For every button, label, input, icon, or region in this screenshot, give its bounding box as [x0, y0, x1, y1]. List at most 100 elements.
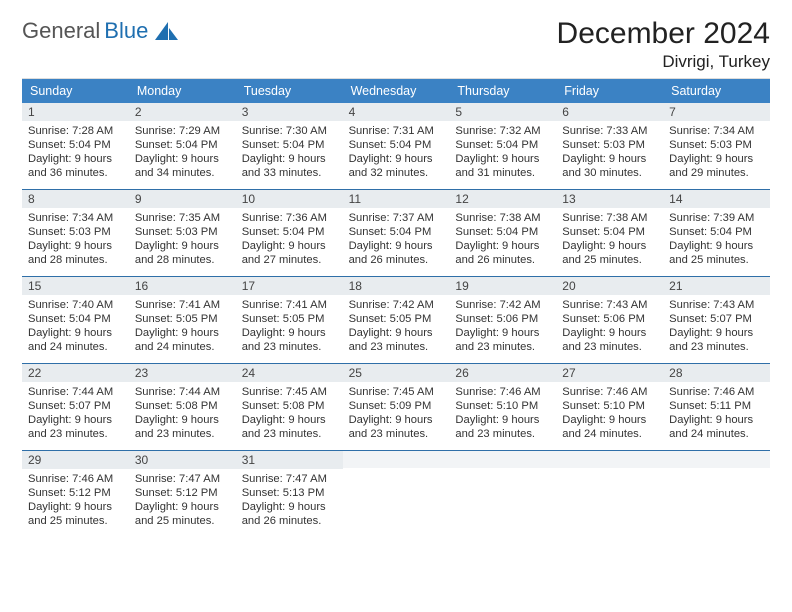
day-body: Sunrise: 7:36 AMSunset: 5:04 PMDaylight:… [236, 208, 343, 272]
day-number: 3 [236, 103, 343, 121]
sunset-line: Sunset: 5:05 PM [242, 312, 337, 326]
title-block: December 2024 Divrigi, Turkey [557, 18, 770, 72]
day-cell: 30Sunrise: 7:47 AMSunset: 5:12 PMDayligh… [129, 451, 236, 537]
day-body: Sunrise: 7:35 AMSunset: 5:03 PMDaylight:… [129, 208, 236, 272]
daylight-line: Daylight: 9 hours and 23 minutes. [455, 413, 550, 442]
sunset-line: Sunset: 5:04 PM [349, 225, 444, 239]
day-cell: 5Sunrise: 7:32 AMSunset: 5:04 PMDaylight… [449, 103, 556, 189]
day-body: Sunrise: 7:31 AMSunset: 5:04 PMDaylight:… [343, 121, 450, 185]
sunset-line: Sunset: 5:12 PM [28, 486, 123, 500]
brand-word-1: General [22, 18, 100, 44]
day-number: 20 [556, 277, 663, 295]
sunset-line: Sunset: 5:10 PM [562, 399, 657, 413]
sunrise-line: Sunrise: 7:28 AM [28, 124, 123, 138]
week-row: 8Sunrise: 7:34 AMSunset: 5:03 PMDaylight… [22, 189, 770, 276]
sunset-line: Sunset: 5:03 PM [562, 138, 657, 152]
day-cell: 16Sunrise: 7:41 AMSunset: 5:05 PMDayligh… [129, 277, 236, 363]
day-body: Sunrise: 7:44 AMSunset: 5:08 PMDaylight:… [129, 382, 236, 446]
day-of-week-header: SundayMondayTuesdayWednesdayThursdayFrid… [22, 79, 770, 103]
header: GeneralBlue December 2024 Divrigi, Turke… [22, 18, 770, 72]
sunset-line: Sunset: 5:04 PM [349, 138, 444, 152]
daylight-line: Daylight: 9 hours and 36 minutes. [28, 152, 123, 181]
day-number: 26 [449, 364, 556, 382]
daylight-line: Daylight: 9 hours and 32 minutes. [349, 152, 444, 181]
sunrise-line: Sunrise: 7:47 AM [135, 472, 230, 486]
daylight-line: Daylight: 9 hours and 23 minutes. [135, 413, 230, 442]
day-number: 29 [22, 451, 129, 469]
brand-word-2: Blue [104, 18, 148, 44]
sunrise-line: Sunrise: 7:39 AM [669, 211, 764, 225]
day-body: Sunrise: 7:33 AMSunset: 5:03 PMDaylight:… [556, 121, 663, 185]
day-cell: 20Sunrise: 7:43 AMSunset: 5:06 PMDayligh… [556, 277, 663, 363]
day-cell: 11Sunrise: 7:37 AMSunset: 5:04 PMDayligh… [343, 190, 450, 276]
day-number [663, 451, 770, 468]
calendar: SundayMondayTuesdayWednesdayThursdayFrid… [22, 78, 770, 603]
day-cell: 25Sunrise: 7:45 AMSunset: 5:09 PMDayligh… [343, 364, 450, 450]
day-number: 2 [129, 103, 236, 121]
day-number: 13 [556, 190, 663, 208]
day-body: Sunrise: 7:40 AMSunset: 5:04 PMDaylight:… [22, 295, 129, 359]
sunrise-line: Sunrise: 7:38 AM [455, 211, 550, 225]
daylight-line: Daylight: 9 hours and 24 minutes. [28, 326, 123, 355]
day-body: Sunrise: 7:45 AMSunset: 5:09 PMDaylight:… [343, 382, 450, 446]
day-cell: 17Sunrise: 7:41 AMSunset: 5:05 PMDayligh… [236, 277, 343, 363]
day-cell: 3Sunrise: 7:30 AMSunset: 5:04 PMDaylight… [236, 103, 343, 189]
day-cell: 13Sunrise: 7:38 AMSunset: 5:04 PMDayligh… [556, 190, 663, 276]
day-number: 24 [236, 364, 343, 382]
day-number: 19 [449, 277, 556, 295]
sunrise-line: Sunrise: 7:47 AM [242, 472, 337, 486]
daylight-line: Daylight: 9 hours and 23 minutes. [242, 326, 337, 355]
daylight-line: Daylight: 9 hours and 23 minutes. [562, 326, 657, 355]
dow-cell: Thursday [449, 79, 556, 103]
sunset-line: Sunset: 5:04 PM [455, 138, 550, 152]
daylight-line: Daylight: 9 hours and 25 minutes. [562, 239, 657, 268]
sunset-line: Sunset: 5:03 PM [669, 138, 764, 152]
day-number: 10 [236, 190, 343, 208]
daylight-line: Daylight: 9 hours and 29 minutes. [669, 152, 764, 181]
week-row: 29Sunrise: 7:46 AMSunset: 5:12 PMDayligh… [22, 450, 770, 537]
day-number: 22 [22, 364, 129, 382]
day-cell: 31Sunrise: 7:47 AMSunset: 5:13 PMDayligh… [236, 451, 343, 537]
sunrise-line: Sunrise: 7:31 AM [349, 124, 444, 138]
day-number: 6 [556, 103, 663, 121]
day-body: Sunrise: 7:39 AMSunset: 5:04 PMDaylight:… [663, 208, 770, 272]
day-cell: 6Sunrise: 7:33 AMSunset: 5:03 PMDaylight… [556, 103, 663, 189]
sunset-line: Sunset: 5:07 PM [28, 399, 123, 413]
weeks-container: 1Sunrise: 7:28 AMSunset: 5:04 PMDaylight… [22, 103, 770, 537]
sunset-line: Sunset: 5:05 PM [349, 312, 444, 326]
sunset-line: Sunset: 5:07 PM [669, 312, 764, 326]
day-number: 7 [663, 103, 770, 121]
day-body: Sunrise: 7:38 AMSunset: 5:04 PMDaylight:… [556, 208, 663, 272]
daylight-line: Daylight: 9 hours and 23 minutes. [242, 413, 337, 442]
sunrise-line: Sunrise: 7:45 AM [349, 385, 444, 399]
daylight-line: Daylight: 9 hours and 23 minutes. [349, 413, 444, 442]
dow-cell: Monday [129, 79, 236, 103]
sunrise-line: Sunrise: 7:41 AM [242, 298, 337, 312]
sunset-line: Sunset: 5:04 PM [455, 225, 550, 239]
day-body: Sunrise: 7:45 AMSunset: 5:08 PMDaylight:… [236, 382, 343, 446]
sunrise-line: Sunrise: 7:46 AM [28, 472, 123, 486]
day-body: Sunrise: 7:29 AMSunset: 5:04 PMDaylight:… [129, 121, 236, 185]
sunset-line: Sunset: 5:04 PM [562, 225, 657, 239]
sunset-line: Sunset: 5:04 PM [242, 225, 337, 239]
sunrise-line: Sunrise: 7:40 AM [28, 298, 123, 312]
daylight-line: Daylight: 9 hours and 26 minutes. [242, 500, 337, 529]
sunrise-line: Sunrise: 7:46 AM [455, 385, 550, 399]
day-cell: 2Sunrise: 7:29 AMSunset: 5:04 PMDaylight… [129, 103, 236, 189]
daylight-line: Daylight: 9 hours and 24 minutes. [135, 326, 230, 355]
sunset-line: Sunset: 5:12 PM [135, 486, 230, 500]
day-body: Sunrise: 7:46 AMSunset: 5:12 PMDaylight:… [22, 469, 129, 533]
sunset-line: Sunset: 5:10 PM [455, 399, 550, 413]
day-number: 25 [343, 364, 450, 382]
day-cell: 28Sunrise: 7:46 AMSunset: 5:11 PMDayligh… [663, 364, 770, 450]
day-body: Sunrise: 7:47 AMSunset: 5:12 PMDaylight:… [129, 469, 236, 533]
daylight-line: Daylight: 9 hours and 34 minutes. [135, 152, 230, 181]
day-number: 5 [449, 103, 556, 121]
day-body: Sunrise: 7:37 AMSunset: 5:04 PMDaylight:… [343, 208, 450, 272]
sunset-line: Sunset: 5:06 PM [562, 312, 657, 326]
day-number: 31 [236, 451, 343, 469]
day-body: Sunrise: 7:41 AMSunset: 5:05 PMDaylight:… [129, 295, 236, 359]
day-body: Sunrise: 7:34 AMSunset: 5:03 PMDaylight:… [22, 208, 129, 272]
sunrise-line: Sunrise: 7:42 AM [455, 298, 550, 312]
daylight-line: Daylight: 9 hours and 28 minutes. [28, 239, 123, 268]
